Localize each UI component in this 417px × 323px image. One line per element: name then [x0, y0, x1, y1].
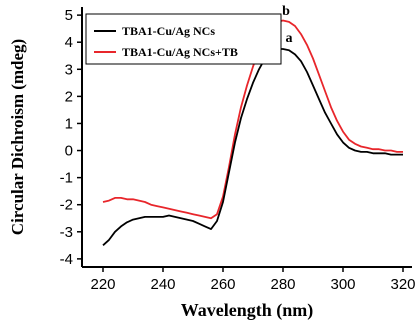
legend-label-series-1: TBA1-Cu/Ag NCs+TB	[122, 45, 238, 59]
y-ticks: -4 -3 -2 -1 0 1 2 3 4 5	[60, 7, 82, 268]
series-group	[102, 19, 403, 246]
y-tick-label: -3	[60, 224, 73, 241]
y-axis-title: Circular Dichroism (mdeg)	[8, 39, 27, 235]
legend-label-series-0: TBA1-Cu/Ag NCs	[122, 24, 215, 38]
series-line-1	[102, 19, 403, 220]
series-line-0	[102, 48, 403, 246]
x-axis-title: Wavelength (nm)	[181, 300, 314, 321]
y-tick-label: 5	[65, 7, 73, 24]
y-tick-label: 1	[65, 115, 73, 132]
x-tick-label: 240	[150, 276, 175, 293]
legend-box	[85, 13, 282, 65]
annotation-label-b: b	[282, 4, 290, 19]
x-tick-label: 220	[90, 276, 115, 293]
plot-area	[81, 7, 412, 268]
x-ticks: 220 240 260 280 300 320	[90, 267, 416, 293]
annotation-label-a: a	[286, 31, 293, 46]
y-tick-label: 4	[65, 34, 73, 51]
x-tick-label: 260	[210, 276, 235, 293]
x-tick-label: 300	[330, 276, 355, 293]
x-tick-label: 320	[390, 276, 415, 293]
legend: TBA1-Cu/Ag NCs TBA1-Cu/Ag NCs+TB	[85, 13, 282, 65]
y-tick-label: 2	[65, 88, 73, 105]
y-tick-label: 0	[65, 143, 73, 160]
x-tick-label: 280	[270, 276, 295, 293]
y-tick-label: -1	[60, 170, 73, 187]
y-tick-label: 3	[65, 61, 73, 78]
annotations: ba	[282, 4, 292, 46]
y-tick-label: -4	[60, 251, 73, 268]
y-tick-label: -2	[60, 197, 73, 214]
